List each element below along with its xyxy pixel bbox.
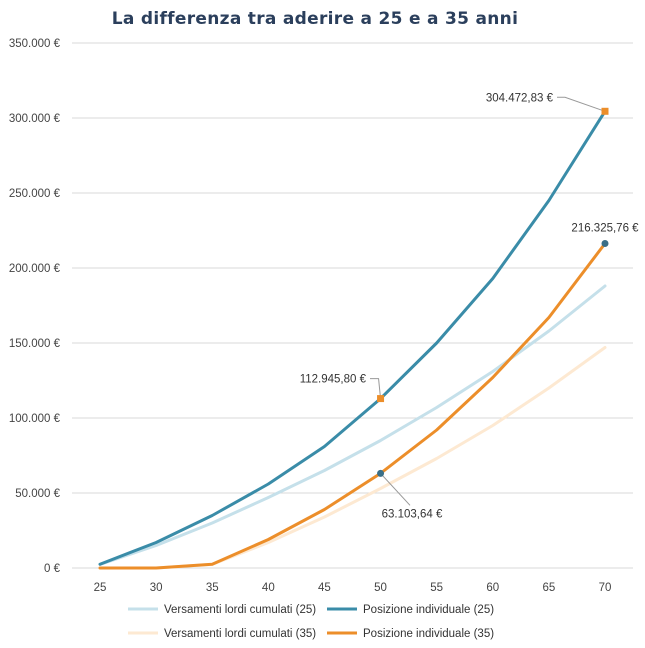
y-tick-label: 300.000 € xyxy=(9,113,61,125)
x-tick-label: 60 xyxy=(486,582,499,594)
legend: Versamenti lordi cumulati (25) Posizione … xyxy=(128,604,494,640)
annotation-leader xyxy=(380,473,411,506)
x-tick-label: 45 xyxy=(318,582,331,594)
y-tick-label: 50.000 € xyxy=(15,488,60,500)
y-axis-ticks: 0 € 50.000 € 100.000 € 150.000 € 200.000 € 25… xyxy=(9,38,61,575)
annotation-marker xyxy=(601,240,609,248)
x-tick-label: 50 xyxy=(374,582,387,594)
series-line-3 xyxy=(98,242,607,570)
x-tick-label: 70 xyxy=(599,582,612,594)
annotation-leader xyxy=(370,378,382,399)
x-tick-label: 65 xyxy=(542,582,555,594)
annotations: 112.945,80 € 63.103,64 € 304.472,83 € 216.3… xyxy=(300,92,639,520)
y-tick-label: 100.000 € xyxy=(9,413,61,425)
y-tick-label: 250.000 € xyxy=(9,188,61,200)
x-tick-label: 40 xyxy=(262,582,275,594)
y-tick-label: 350.000 € xyxy=(9,38,61,50)
series-line-1 xyxy=(98,109,607,566)
x-axis-ticks: 25 30 35 40 45 50 55 60 65 70 xyxy=(94,582,612,594)
legend-label: Posizione individuale (35) xyxy=(363,628,494,640)
x-tick-label: 25 xyxy=(94,582,107,594)
grid xyxy=(72,42,633,569)
annotation-label: 112.945,80 € xyxy=(300,374,367,386)
annotation-marker xyxy=(377,395,385,403)
annotation-marker xyxy=(601,107,609,115)
x-tick-label: 55 xyxy=(430,582,443,594)
legend-label: Versamenti lordi cumulati (35) xyxy=(164,628,316,640)
annotation-label: 63.103,64 € xyxy=(382,508,443,520)
y-tick-label: 200.000 € xyxy=(9,263,61,275)
series-line-0 xyxy=(98,284,607,566)
annotation-label: 216.325,76 € xyxy=(571,223,639,235)
annotation-leader xyxy=(557,96,606,112)
x-tick-label: 35 xyxy=(206,582,219,594)
y-tick-label: 150.000 € xyxy=(9,338,61,350)
legend-label: Posizione individuale (25) xyxy=(363,604,494,616)
chart-title: La differenza tra aderire a 25 e a 35 an… xyxy=(112,9,518,29)
series-lines xyxy=(98,109,607,570)
annotation-label: 304.472,83 € xyxy=(486,92,554,104)
legend-label: Versamenti lordi cumulati (25) xyxy=(164,604,316,616)
annotation-marker xyxy=(377,469,385,477)
x-tick-label: 30 xyxy=(150,582,163,594)
y-tick-label: 0 € xyxy=(44,563,61,575)
